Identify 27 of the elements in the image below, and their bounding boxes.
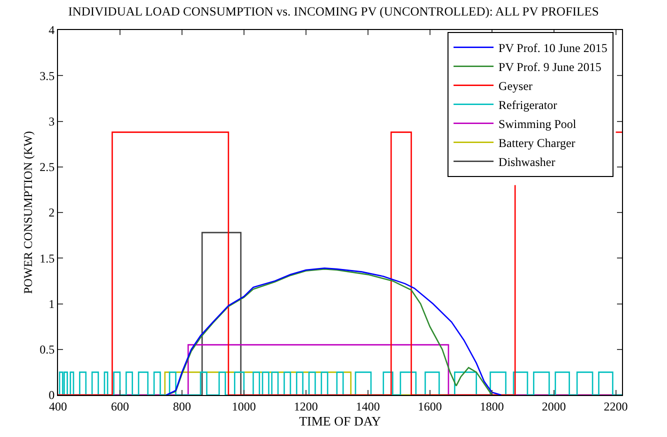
- legend-label: Dishwasher: [498, 155, 556, 170]
- x-tick-label: 2000: [542, 399, 566, 414]
- x-tick-label: 2200: [604, 399, 628, 414]
- y-tick-label: 3.5: [40, 68, 55, 83]
- x-tick-label: 1400: [356, 399, 380, 414]
- legend-label: Swimming Pool: [498, 117, 577, 132]
- y-tick-label: 2: [48, 206, 55, 220]
- y-tick-label: 1: [48, 296, 55, 311]
- legend-label: Geyser: [498, 79, 533, 94]
- y-tick-label: 0.5: [40, 342, 55, 357]
- legend-label: Refrigerator: [498, 98, 558, 112]
- x-tick-label: 800: [172, 399, 191, 414]
- x-tick-label: 1800: [480, 399, 504, 414]
- y-tick-label: 1.5: [40, 251, 55, 266]
- legend-label: PV Prof. 9 June 2015: [498, 60, 602, 74]
- x-tick-label: 600: [110, 399, 129, 414]
- x-tick-label: 1000: [232, 399, 256, 414]
- chart-title: INDIVIDUAL LOAD CONSUMPTION vs. INCOMING PV (UNCONTROLLED): ALL PV PROFILES: [68, 4, 599, 18]
- legend-label: Battery Charger: [498, 136, 576, 150]
- y-tick-label: 3: [48, 114, 55, 128]
- y-tick-label: 2.5: [40, 160, 55, 174]
- y-tick-label: 4: [48, 23, 55, 38]
- x-tick-label: 1600: [418, 399, 442, 414]
- legend-label: PV Prof. 10 June 2015: [498, 41, 608, 56]
- x-tick-label: 1200: [294, 399, 318, 414]
- y-axis-title: POWER CONSUMPTION (KW): [20, 131, 35, 294]
- x-axis-title: TIME OF DAY: [299, 413, 382, 428]
